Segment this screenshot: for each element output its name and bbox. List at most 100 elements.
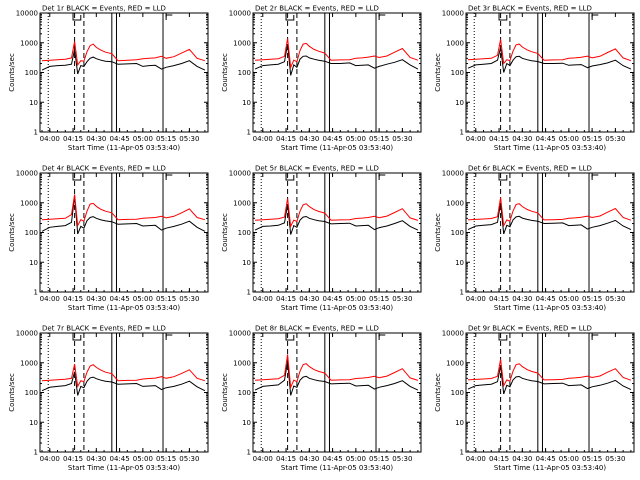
y-tick-label: 100 bbox=[238, 229, 251, 237]
panel-det-7: Det 7r BLACK = Events, RED = LLD 1 10 100 10… bbox=[8, 325, 209, 472]
y-tick-label: 1000 bbox=[446, 359, 464, 367]
x-tick-label: 04:45 bbox=[322, 295, 342, 303]
y-tick-label: 10 bbox=[242, 419, 251, 427]
x-tick-label: 04:45 bbox=[109, 295, 129, 303]
y-axis-label: Counts/sec bbox=[434, 373, 442, 412]
plot-frame bbox=[465, 12, 635, 133]
x-tick-label: 04:45 bbox=[535, 295, 555, 303]
x-tick-label: 04:30 bbox=[512, 455, 532, 463]
y-axis-label: Counts/sec bbox=[8, 53, 16, 92]
x-tick-label: 05:15 bbox=[582, 135, 602, 143]
x-axis-label: Start Time (11-Apr-05 03:53:40) bbox=[494, 144, 606, 152]
plot-frame bbox=[39, 172, 209, 293]
plot-frame bbox=[465, 172, 635, 293]
series-lld-line bbox=[467, 197, 632, 228]
x-tick-label: 04:15 bbox=[489, 135, 509, 143]
panel-det-3: Det 3r BLACK = Events, RED = LLD 1 10 100 10… bbox=[434, 5, 635, 152]
y-tick-label: 100 bbox=[238, 389, 251, 397]
x-tick-label: 04:15 bbox=[276, 455, 296, 463]
series-events-line bbox=[41, 195, 206, 235]
plot-frame bbox=[465, 332, 635, 453]
marker-pulse-bar bbox=[591, 174, 599, 180]
series-events-line bbox=[467, 202, 632, 235]
y-tick-label: 100 bbox=[451, 229, 464, 237]
x-axis-label: Start Time (11-Apr-05 03:53:40) bbox=[281, 144, 393, 152]
x-tick-label: 05:15 bbox=[156, 135, 176, 143]
y-tick-label: 10 bbox=[242, 259, 251, 267]
y-tick-label: 10 bbox=[455, 259, 464, 267]
marker-pulse-bar bbox=[591, 334, 599, 340]
x-tick-label: 04:15 bbox=[63, 135, 83, 143]
x-tick-label: 05:30 bbox=[392, 295, 412, 303]
marker-pulse-bar bbox=[285, 335, 295, 341]
y-tick-label: 10000 bbox=[229, 10, 251, 18]
y-tick-label: 10 bbox=[29, 99, 38, 107]
x-tick-label: 05:15 bbox=[582, 455, 602, 463]
x-tick-label: 05:00 bbox=[133, 135, 153, 143]
y-tick-label: 1 bbox=[460, 289, 464, 297]
y-tick-label: 1000 bbox=[20, 359, 38, 367]
marker-pulse-bar bbox=[285, 15, 295, 21]
y-tick-label: 100 bbox=[451, 69, 464, 77]
panel-title: Det 6r BLACK = Events, RED = LLD bbox=[468, 165, 592, 173]
x-axis-label: Start Time (11-Apr-05 03:53:40) bbox=[68, 304, 180, 312]
x-tick-label: 05:15 bbox=[369, 455, 389, 463]
x-tick-label: 04:30 bbox=[512, 295, 532, 303]
series-lld-line bbox=[41, 194, 206, 228]
x-tick-label: 04:45 bbox=[322, 455, 342, 463]
y-tick-label: 10000 bbox=[16, 330, 38, 338]
panel-title: Det 8r BLACK = Events, RED = LLD bbox=[255, 325, 379, 333]
panel-det-9: Det 9r BLACK = Events, RED = LLD 1 10 100 10… bbox=[434, 325, 635, 472]
series-lld-line bbox=[41, 41, 206, 67]
panel-title: Det 3r BLACK = Events, RED = LLD bbox=[468, 5, 592, 13]
y-tick-label: 1000 bbox=[233, 39, 251, 47]
x-axis-label: Start Time (11-Apr-05 03:53:40) bbox=[68, 144, 180, 152]
x-tick-label: 04:00 bbox=[253, 455, 273, 463]
y-tick-label: 10000 bbox=[442, 10, 464, 18]
y-tick-label: 1000 bbox=[233, 199, 251, 207]
x-tick-label: 04:00 bbox=[253, 295, 273, 303]
y-tick-label: 10000 bbox=[16, 170, 38, 178]
x-tick-label: 05:30 bbox=[179, 295, 199, 303]
x-tick-label: 05:00 bbox=[133, 295, 153, 303]
x-tick-label: 05:30 bbox=[179, 455, 199, 463]
y-tick-label: 1 bbox=[34, 129, 38, 137]
x-tick-label: 05:30 bbox=[392, 135, 412, 143]
y-tick-label: 10 bbox=[455, 419, 464, 427]
marker-pulse-bar bbox=[378, 14, 386, 20]
x-tick-label: 04:30 bbox=[299, 455, 319, 463]
x-axis-label: Start Time (11-Apr-05 03:53:40) bbox=[494, 464, 606, 472]
x-tick-label: 04:00 bbox=[466, 295, 486, 303]
y-axis-label: Counts/sec bbox=[434, 53, 442, 92]
marker-pulse-bar bbox=[165, 174, 173, 180]
y-tick-label: 1000 bbox=[446, 199, 464, 207]
marker-pulse-bar bbox=[72, 15, 82, 21]
panel-title: Det 5r BLACK = Events, RED = LLD bbox=[255, 165, 379, 173]
x-tick-label: 04:00 bbox=[40, 295, 60, 303]
series-events-line bbox=[41, 49, 206, 75]
x-tick-label: 04:15 bbox=[276, 135, 296, 143]
marker-pulse-bar bbox=[498, 335, 508, 341]
x-tick-label: 05:15 bbox=[156, 295, 176, 303]
x-tick-label: 05:15 bbox=[156, 455, 176, 463]
panel-title: Det 4r BLACK = Events, RED = LLD bbox=[42, 165, 166, 173]
x-axis-label: Start Time (11-Apr-05 03:53:40) bbox=[494, 304, 606, 312]
x-tick-label: 04:45 bbox=[109, 135, 129, 143]
x-tick-label: 05:30 bbox=[179, 135, 199, 143]
x-axis-label: Start Time (11-Apr-05 03:53:40) bbox=[281, 464, 393, 472]
x-tick-label: 04:00 bbox=[466, 135, 486, 143]
y-tick-label: 10 bbox=[29, 259, 38, 267]
x-tick-label: 05:30 bbox=[605, 135, 625, 143]
y-tick-label: 1000 bbox=[20, 39, 38, 47]
x-tick-label: 05:00 bbox=[559, 295, 579, 303]
x-tick-label: 05:00 bbox=[133, 455, 153, 463]
x-tick-label: 04:30 bbox=[86, 455, 106, 463]
series-events-line bbox=[41, 371, 206, 396]
series-lld-line bbox=[467, 39, 632, 65]
x-tick-label: 04:15 bbox=[63, 295, 83, 303]
y-tick-label: 100 bbox=[25, 69, 38, 77]
y-tick-label: 10 bbox=[29, 419, 38, 427]
x-tick-label: 05:30 bbox=[605, 455, 625, 463]
y-tick-label: 1 bbox=[34, 289, 38, 297]
